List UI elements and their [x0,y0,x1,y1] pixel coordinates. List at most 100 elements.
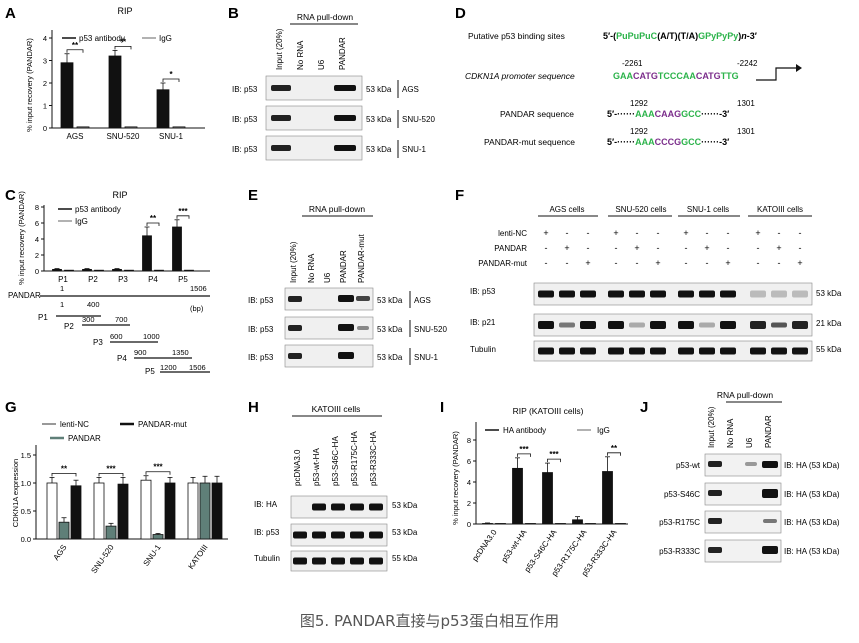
cell-group-label: SNU-520 cells [615,205,666,214]
blot-membrane [704,510,782,534]
blot-band [792,290,808,298]
lane-label: p53-R333C-HA [369,431,378,486]
treatment-sign: - [757,243,760,253]
y-tick-label: 0 [35,267,39,276]
fragment-map: PANDAR 1 1506 (bp) P1 1 400 P2 300 700 P… [8,284,210,376]
consensus-sequence: 5′-(PuPuPuC(A/T)(T/A)GPyPyPy)n-3′ [603,31,757,41]
blot-band [331,557,345,565]
blot-band [271,145,291,151]
lane-label: Input (20%) [289,241,298,283]
panel-letter: F [455,187,464,204]
bar [184,269,194,272]
blot-row: IB: p53 53 kDa [470,282,842,306]
blot-row: p53-wt IB: HA (53 kDa) [676,453,840,477]
panel-h: H KATOIII cells pcDNA3.0 p53-wt-HA p53-S… [248,399,418,572]
bar [512,467,523,525]
x-tick-label: P1 [58,275,68,284]
lane-label: p53-R175C-HA [350,431,359,486]
bar [82,268,92,272]
panel-f: F AGS cells SNU-520 cells SNU-1 cells KA… [455,187,842,362]
map-start: 1 [60,284,64,293]
blot-band [762,546,778,554]
treatment-sign: - [636,228,639,238]
legend-label: HA antibody [503,426,546,435]
treatment-sign: - [706,228,709,238]
pandar-mut-sequence: 5′-······AAACCCGGCC······-3′ [607,137,729,147]
treatment-sign: + [564,243,569,253]
treatment-sign: - [566,258,569,268]
blot-band [650,290,666,298]
treatment-sign: - [545,243,548,253]
y-tick-label: 6 [35,219,39,228]
bar [108,55,122,129]
blot-row: IB: p53 53 kDa SNU-1 [232,135,427,161]
blot-band [720,347,736,355]
significance-mark: ** [150,214,157,223]
kda-label: 53 kDa [377,296,403,305]
blot-band [288,325,302,331]
blot-label: Tubulin [254,554,280,563]
bar [60,62,74,129]
significance-bracket [547,458,561,463]
bar [152,534,164,540]
legend-label: IgG [597,426,610,435]
panel-letter: D [455,5,466,22]
x-tick-label: AGS [67,132,84,141]
y-tick-label: 8 [35,203,39,212]
map-end: 1506 [190,284,207,293]
treatment-sign: - [757,258,760,268]
lane-label: U6 [745,437,754,448]
panel-letter: A [5,5,16,22]
blot-band [350,531,364,539]
blot-band [762,461,778,468]
bar [187,482,199,540]
pull-down-header: RNA pull-down [297,12,353,22]
position-label: -2242 [737,59,758,68]
treatment-sign: - [615,258,618,268]
panel-c: C RIP p53 antibody IgG % input recovery … [5,187,210,376]
category-labels: P1 P2 P3 P4 P5 [58,275,188,284]
blot-band [650,347,666,355]
y-tick-label: 2 [467,499,471,508]
chart-title: RIP [117,6,132,16]
fragment-name: P2 [64,322,74,331]
blot-band [538,290,554,298]
blot-label: IB: p53 [248,296,274,305]
blot-band [559,290,575,298]
y-tick-label: 8 [467,436,471,445]
panel-letter: H [248,399,259,416]
blot-band [720,321,736,329]
legend-label: lenti-NC [60,420,89,429]
blot-band [750,321,766,329]
promoter-label: CDKN1A promoter sequence [465,71,575,81]
significance-mark: *** [549,450,559,459]
significance-bracket [146,222,160,226]
blot-band [559,322,575,328]
bar [93,482,105,540]
treatment-sign: - [727,243,730,253]
lane-label: No RNA [726,418,735,448]
ib-label: IB: HA (53 kDa) [784,547,840,556]
blot-label: p53-R175C [659,518,700,527]
blot-membrane [533,313,813,337]
blot-row: p53-R333C IB: HA (53 kDa) [659,539,840,563]
lane-label: U6 [317,59,326,70]
ib-label: IB: HA (53 kDa) [784,518,840,527]
panel-letter: I [440,399,444,416]
blot-label: Tubulin [470,345,496,354]
treatment-sign: - [587,243,590,253]
blot-band [288,353,302,359]
blot-row: p53-R175C IB: HA (53 kDa) [659,510,840,534]
blot-row: p53-S46C IB: HA (53 kDa) [664,482,840,506]
pandar-label: PANDAR sequence [500,109,574,119]
cell-group-label: SNU-1 cells [687,205,729,214]
blot-band [762,489,778,498]
blot-band [708,490,722,496]
fragment-start: 1200 [160,363,177,372]
blot-band [312,531,326,539]
bar [482,523,493,525]
treatment-sign: - [566,228,569,238]
significance-mark: *** [178,207,188,216]
map-unit: (bp) [190,304,204,313]
y-tick-label: 0 [43,124,47,133]
